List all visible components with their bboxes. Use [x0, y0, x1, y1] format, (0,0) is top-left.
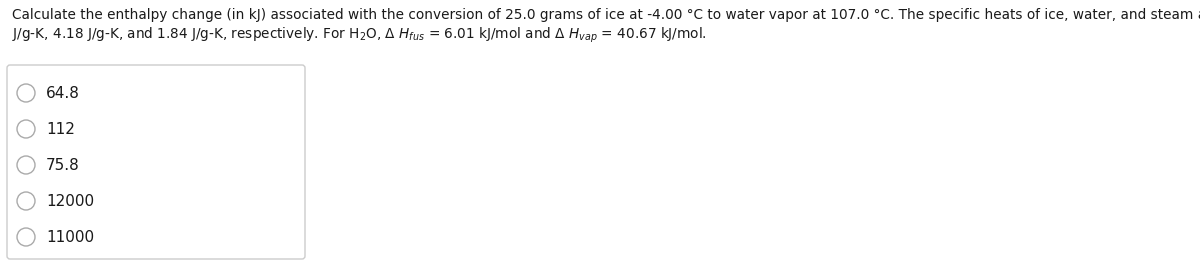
Text: Calculate the enthalpy change (in kJ) associated with the conversion of 25.0 gra: Calculate the enthalpy change (in kJ) as…: [12, 8, 1200, 22]
Text: 11000: 11000: [46, 230, 94, 244]
Text: 12000: 12000: [46, 194, 94, 209]
Text: 112: 112: [46, 122, 74, 137]
Circle shape: [17, 192, 35, 210]
Text: 64.8: 64.8: [46, 85, 80, 101]
Text: J/g-K, 4.18 J/g-K, and 1.84 J/g-K, respectively. For H$_2$O, $\Delta\ H_{fus}$ =: J/g-K, 4.18 J/g-K, and 1.84 J/g-K, respe…: [12, 26, 707, 45]
FancyBboxPatch shape: [7, 65, 305, 259]
Circle shape: [17, 228, 35, 246]
Text: 75.8: 75.8: [46, 157, 79, 172]
Circle shape: [17, 156, 35, 174]
Circle shape: [17, 84, 35, 102]
Circle shape: [17, 120, 35, 138]
